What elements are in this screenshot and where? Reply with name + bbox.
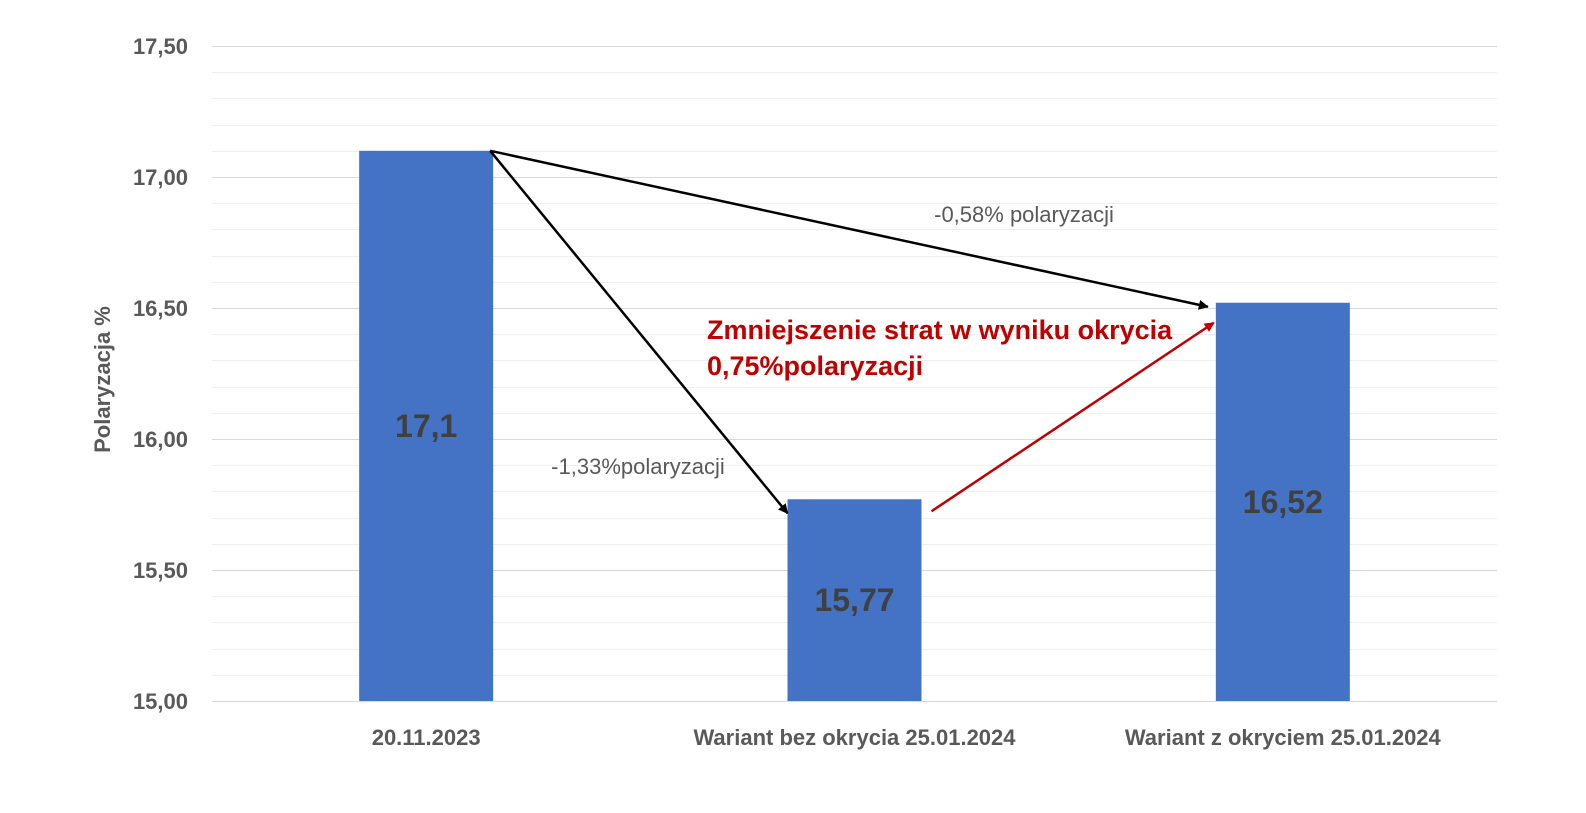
bar-data-label: 16,52 — [1243, 484, 1323, 520]
y-tick-label: 16,00 — [133, 427, 188, 452]
bar-data-label: 15,77 — [814, 582, 894, 618]
arrow-loss-reduction — [930, 321, 1215, 513]
y-tick-label: 15,50 — [133, 558, 188, 583]
y-tick-label: 17,00 — [133, 165, 188, 190]
annotation-loss-reduction-line-2: 0,75%polaryzacji — [707, 351, 923, 381]
bar — [787, 499, 922, 701]
y-tick-label: 15,00 — [133, 689, 188, 714]
annotation-loss-reduction-line-1: Zmniejszenie strat w wyniku okrycia — [707, 315, 1173, 345]
y-tick-label: 16,50 — [133, 296, 188, 321]
x-category-label: 20.11.2023 — [372, 725, 481, 750]
arrow-drop-with-cover — [489, 149, 1209, 310]
annotation-drop-without-cover: -1,33%polaryzacji — [551, 454, 725, 479]
y-axis-ticks: 15,00 15,50 16,00 16,50 17,00 17,50 — [133, 34, 188, 714]
bar-data-label: 17,1 — [395, 408, 457, 444]
bars: 17,1 15,77 16,52 — [359, 150, 1350, 702]
x-category-label: Wariant z okryciem 25.01.2024 — [1125, 725, 1442, 750]
y-axis-label: Polaryzacja % — [90, 306, 115, 453]
y-tick-label: 17,50 — [133, 34, 188, 59]
annotations: -1,33%polaryzacji -0,58% polaryzacji Zmn… — [489, 149, 1215, 515]
arrow-drop-without-cover — [489, 150, 789, 515]
x-axis-categories: 20.11.2023 Wariant bez okrycia 25.01.2024… — [372, 725, 1442, 750]
x-category-label: Wariant bez okrycia 25.01.2024 — [693, 725, 1016, 750]
bar — [1215, 302, 1350, 701]
bar — [359, 150, 494, 702]
annotation-drop-with-cover: -0,58% polaryzacji — [934, 202, 1114, 227]
